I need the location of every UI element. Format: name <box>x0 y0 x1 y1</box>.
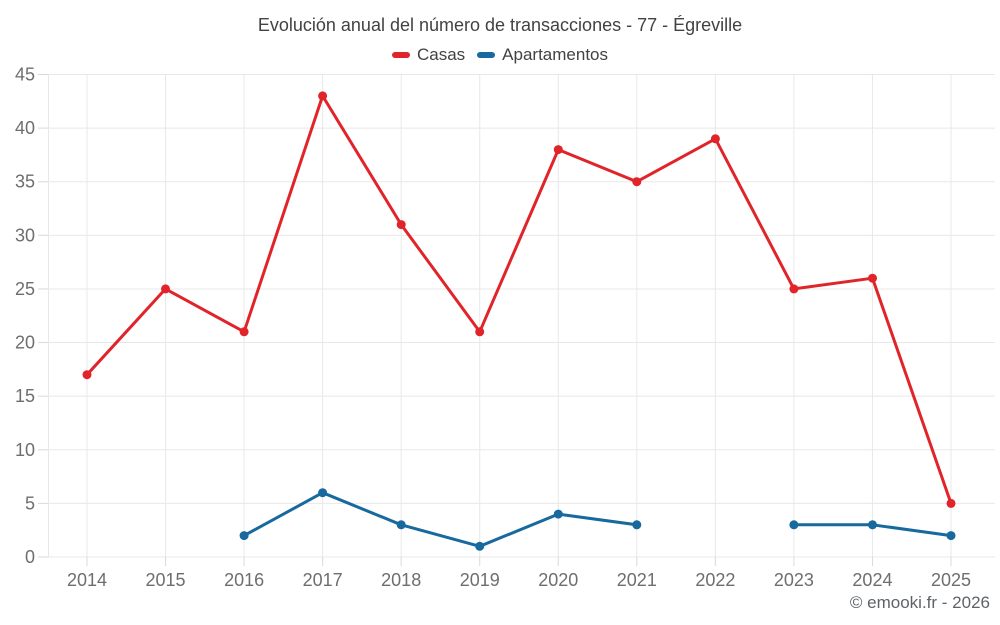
y-tick-label: 20 <box>15 333 35 353</box>
data-point-apartamentos-2016[interactable] <box>239 531 249 541</box>
x-tick-label: 2016 <box>224 570 264 590</box>
chart-legend: Casas Apartamentos <box>0 45 1000 65</box>
data-point-apartamentos-2021[interactable] <box>632 520 642 530</box>
x-tick-label: 2021 <box>617 570 657 590</box>
data-point-casas-2022[interactable] <box>710 134 720 144</box>
x-tick-label: 2025 <box>931 570 971 590</box>
copyright-text: © emooki.fr - 2026 <box>849 593 990 612</box>
y-tick-label: 40 <box>15 118 35 138</box>
series-line-casas <box>85 94 953 505</box>
data-point-casas-2023[interactable] <box>789 284 799 294</box>
data-point-casas-2024[interactable] <box>868 273 877 283</box>
data-point-casas-2018[interactable] <box>396 220 406 230</box>
x-tick-label: 2022 <box>695 570 735 590</box>
data-point-casas-2020[interactable] <box>553 145 563 155</box>
data-point-apartamentos-2023[interactable] <box>789 520 799 530</box>
y-tick-label: 5 <box>25 493 35 513</box>
legend-item-casas[interactable]: Casas <box>391 45 466 65</box>
x-tick-label: 2020 <box>538 570 578 590</box>
y-tick-label: 35 <box>15 172 35 192</box>
x-tick-label: 2015 <box>146 570 186 590</box>
legend-label-apartamentos: Apartamentos <box>502 45 609 64</box>
x-tick-label: 2018 <box>381 570 421 590</box>
data-point-casas-2014[interactable] <box>82 370 92 380</box>
legend-swatch-apartamentos-icon <box>477 52 496 58</box>
x-tick-label: 2023 <box>774 570 814 590</box>
data-point-casas-2015[interactable] <box>161 284 170 294</box>
data-point-casas-2021[interactable] <box>632 177 642 187</box>
legend-label-casas: Casas <box>416 45 466 64</box>
x-tick-label: 2014 <box>67 570 107 590</box>
data-point-casas-2019[interactable] <box>475 327 485 337</box>
y-tick-label: 15 <box>15 386 35 406</box>
y-tick-label: 30 <box>15 225 35 245</box>
y-tick-label: 10 <box>15 440 35 460</box>
y-tick-label: 25 <box>15 279 35 299</box>
data-point-apartamentos-2024[interactable] <box>868 520 877 530</box>
y-tick-label: 0 <box>25 547 35 567</box>
x-tick-label: 2017 <box>303 570 343 590</box>
data-point-casas-2016[interactable] <box>239 327 249 337</box>
data-point-apartamentos-2017[interactable] <box>318 488 328 498</box>
x-tick-label: 2024 <box>852 570 892 590</box>
legend-item-apartamentos[interactable]: Apartamentos <box>477 45 608 65</box>
data-point-casas-2025[interactable] <box>946 498 956 508</box>
chart-title: Evolución anual del número de transaccio… <box>257 15 743 35</box>
series-line-apartamentos <box>242 491 953 548</box>
data-point-apartamentos-2018[interactable] <box>396 520 406 530</box>
x-tick-label: 2019 <box>460 570 500 590</box>
data-point-apartamentos-2025[interactable] <box>946 531 956 541</box>
data-point-apartamentos-2020[interactable] <box>553 509 563 519</box>
y-tick-label: 45 <box>15 65 35 85</box>
data-point-apartamentos-2019[interactable] <box>475 541 485 551</box>
data-point-casas-2017[interactable] <box>318 91 328 101</box>
legend-swatch-casas-icon <box>391 52 410 58</box>
